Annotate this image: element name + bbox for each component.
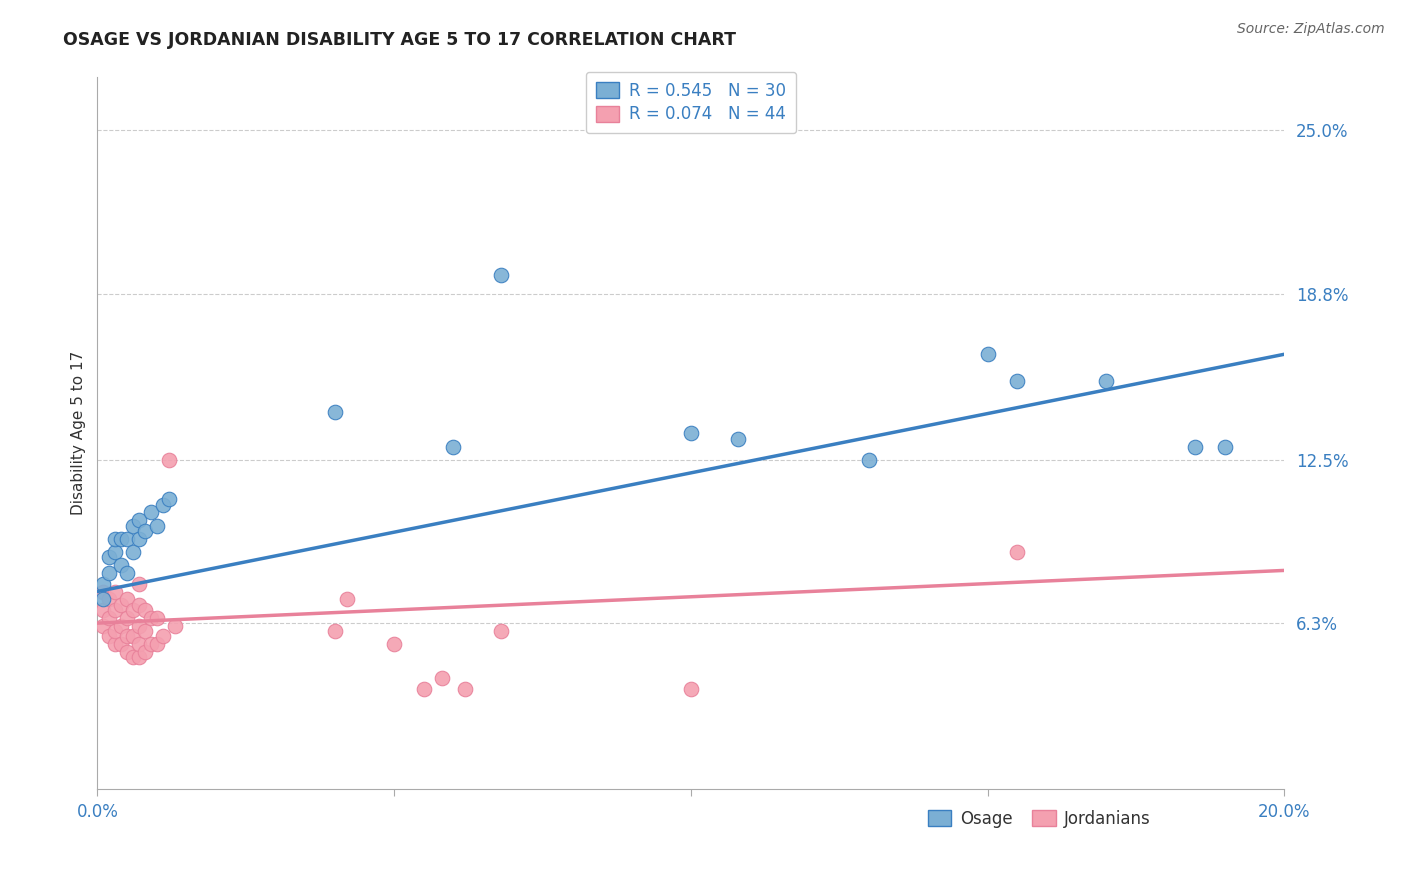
Point — [382, 637, 405, 651]
Point — [122, 629, 145, 643]
Point — [134, 624, 156, 638]
Point — [1007, 374, 1029, 388]
Point — [104, 624, 127, 638]
Point — [115, 566, 138, 580]
Point — [145, 611, 167, 625]
Point — [134, 645, 156, 659]
Point — [91, 592, 114, 607]
Point — [91, 619, 114, 633]
Point — [115, 592, 138, 607]
Point — [110, 558, 132, 573]
Point — [145, 637, 167, 651]
Point — [157, 492, 180, 507]
Point — [1095, 374, 1118, 388]
Point — [134, 603, 156, 617]
Point — [104, 603, 127, 617]
Point — [115, 645, 138, 659]
Point — [110, 619, 132, 633]
Point — [443, 440, 465, 454]
Point — [152, 629, 174, 643]
Point — [145, 518, 167, 533]
Point — [139, 611, 162, 625]
Point — [152, 498, 174, 512]
Point — [98, 566, 121, 580]
Point — [727, 432, 749, 446]
Y-axis label: Disability Age 5 to 17: Disability Age 5 to 17 — [72, 351, 86, 516]
Point — [323, 405, 346, 419]
Point — [98, 629, 121, 643]
Point — [98, 611, 121, 625]
Point — [858, 452, 880, 467]
Point — [454, 681, 477, 696]
Point — [976, 347, 998, 361]
Point — [157, 452, 180, 467]
Point — [128, 619, 150, 633]
Point — [412, 681, 434, 696]
Point — [128, 576, 150, 591]
Point — [115, 532, 138, 546]
Point — [336, 592, 359, 607]
Point — [104, 545, 127, 559]
Point — [163, 619, 186, 633]
Point — [122, 545, 145, 559]
Point — [1007, 545, 1029, 559]
Point — [430, 672, 453, 686]
Point — [110, 532, 132, 546]
Point — [128, 598, 150, 612]
Point — [1213, 440, 1236, 454]
Point — [115, 611, 138, 625]
Point — [122, 518, 145, 533]
Point — [110, 637, 132, 651]
Legend: Osage, Jordanians: Osage, Jordanians — [921, 803, 1157, 834]
Point — [98, 592, 121, 607]
Point — [104, 637, 127, 651]
Point — [128, 650, 150, 665]
Point — [128, 532, 150, 546]
Point — [489, 624, 512, 638]
Point — [104, 584, 127, 599]
Point — [91, 603, 114, 617]
Point — [323, 624, 346, 638]
Point — [91, 576, 114, 591]
Point — [115, 629, 138, 643]
Point — [139, 505, 162, 519]
Point — [91, 584, 114, 599]
Point — [104, 532, 127, 546]
Point — [134, 524, 156, 538]
Point — [489, 268, 512, 282]
Text: Source: ZipAtlas.com: Source: ZipAtlas.com — [1237, 22, 1385, 37]
Point — [110, 598, 132, 612]
Point — [679, 426, 702, 441]
Point — [122, 603, 145, 617]
Point — [128, 513, 150, 527]
Text: OSAGE VS JORDANIAN DISABILITY AGE 5 TO 17 CORRELATION CHART: OSAGE VS JORDANIAN DISABILITY AGE 5 TO 1… — [63, 31, 737, 49]
Point — [122, 650, 145, 665]
Point — [98, 550, 121, 565]
Point — [128, 637, 150, 651]
Point — [679, 681, 702, 696]
Point — [1184, 440, 1206, 454]
Point — [139, 637, 162, 651]
